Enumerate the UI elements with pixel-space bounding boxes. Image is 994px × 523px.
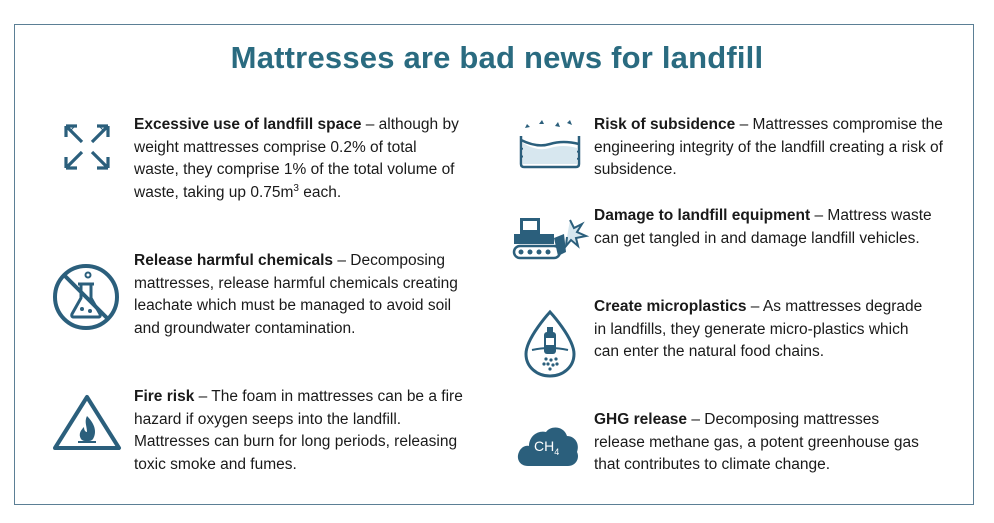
ch4-label-main: CH xyxy=(534,438,555,454)
item-text: Fire risk – The foam in mattresses can b… xyxy=(134,386,466,476)
ch4-label-sub: 4 xyxy=(554,446,560,457)
item-body: – Mattresses compromise the engineering … xyxy=(594,116,943,179)
bulldozer-icon xyxy=(510,210,590,267)
item-text: Risk of subsidence – Mattresses compromi… xyxy=(594,114,944,182)
item-heading: GHG release xyxy=(594,411,688,428)
item-heading: Release harmful chemicals xyxy=(134,252,334,269)
item-text: Create microplastics – As mattresses deg… xyxy=(594,296,924,364)
fire-warning-icon xyxy=(51,392,123,457)
item-text: Damage to landfill equipment – Mattress … xyxy=(594,205,944,250)
item-body: – Decomposing mattresses release methane… xyxy=(594,411,919,474)
item-body: – Mattress waste can get tangled in and … xyxy=(594,207,932,247)
expand-arrows-icon xyxy=(62,122,112,177)
item-body: – although by weight mattresses comprise… xyxy=(134,116,459,201)
item-heading: Risk of subsidence xyxy=(594,116,736,133)
item-heading: Create microplastics xyxy=(594,298,747,315)
no-chemicals-icon xyxy=(51,262,121,337)
item-heading: Fire risk xyxy=(134,388,195,405)
item-heading: Damage to landfill equipment xyxy=(594,207,811,224)
item-heading: Excessive use of landfill space xyxy=(134,116,362,133)
item-body-end: each. xyxy=(298,183,342,201)
item-text: Excessive use of landfill space – althou… xyxy=(134,114,464,204)
superscript: 3 xyxy=(293,182,299,194)
page-title: Mattresses are bad news for landfill xyxy=(230,40,764,75)
item-text: GHG release – Decomposing mattresses rel… xyxy=(594,409,924,477)
item-body: – The foam in mattresses can be a fire h… xyxy=(134,388,463,473)
subsidence-icon xyxy=(517,118,583,175)
item-body: – Decomposing mattresses, release harmfu… xyxy=(134,252,458,337)
item-body: – As mattresses degrade in landfills, th… xyxy=(594,298,923,361)
microplastics-drop-icon xyxy=(520,308,580,385)
infographic-frame xyxy=(14,24,974,505)
item-text: Release harmful chemicals – Decomposing … xyxy=(134,250,466,340)
ch4-label: CH4 xyxy=(534,438,559,457)
methane-cloud-icon: CH4 xyxy=(514,418,582,470)
